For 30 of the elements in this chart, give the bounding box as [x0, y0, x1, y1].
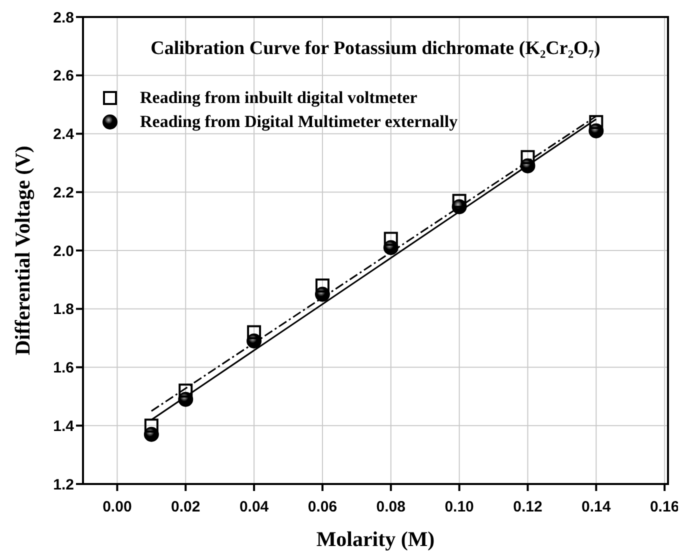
x-tick-label: 0.12 [513, 498, 542, 516]
x-tick-label: 0.02 [171, 498, 200, 516]
y-tick-label: 2.8 [53, 9, 74, 26]
point [315, 278, 330, 293]
x-tick-label: 0.08 [376, 498, 406, 516]
x-tick-label: 0.14 [582, 498, 612, 516]
point [144, 418, 158, 433]
x-tick-label: 0.10 [444, 498, 474, 516]
y-tick-label: 1.4 [53, 418, 75, 435]
text: Calibration Curve for Potassium dichromate (K₂Cr₂O₇) [150, 38, 600, 59]
x-tick-label: 0.04 [239, 498, 270, 516]
y-tick-label: 1.6 [53, 360, 74, 377]
x-tick-label: 0.00 [102, 498, 132, 516]
point [452, 194, 466, 208]
point [384, 232, 398, 246]
legend-label: Reading from inbuilt digital voltmeter [140, 88, 418, 108]
x-tick-label: 0.06 [308, 498, 338, 516]
y-tick-label: 1.2 [53, 476, 74, 494]
x-axis-title: Molarity (M) [316, 527, 435, 551]
y-tick-label: 2.2 [53, 184, 74, 202]
point [589, 115, 604, 130]
y-tick-label: 2.4 [53, 126, 75, 144]
y-tick-label: 2.6 [53, 68, 74, 85]
y-tick-label: 2.0 [53, 242, 74, 260]
legend-label: Reading from Digital Multimeter externally [140, 112, 458, 132]
point [247, 325, 262, 340]
y-tick-label: 1.8 [53, 301, 74, 318]
point [520, 150, 535, 164]
point [178, 384, 193, 398]
y-axis-title: Differential Voltage (V) [10, 146, 34, 356]
